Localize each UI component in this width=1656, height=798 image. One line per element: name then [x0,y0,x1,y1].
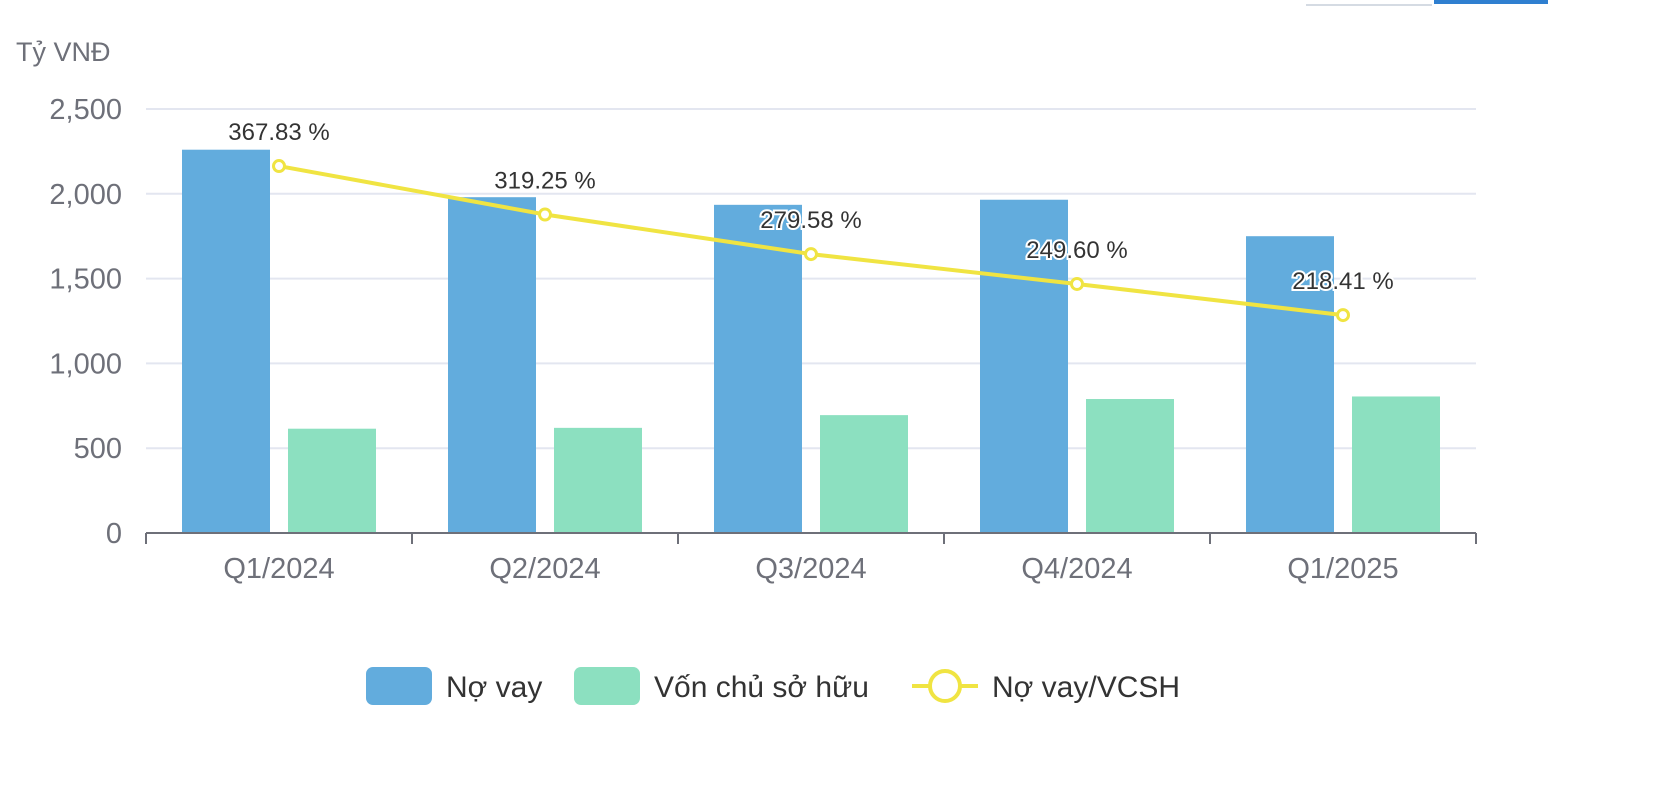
bar-no-vay [1246,236,1334,533]
ratio-data-label: 367.83 % [228,119,329,146]
y-axis-unit-label: Tỷ VNĐ [16,37,111,67]
legend-swatch-von-chu-so-huu [574,667,640,705]
bar-von-chu-so-huu [1352,396,1440,533]
y-tick-label: 1,000 [49,348,122,380]
ratio-data-label: 319.25 % [494,168,595,195]
x-tick-label: Q2/2024 [489,553,600,585]
ratio-data-label: 249.60 % [1026,237,1127,264]
ratio-data-label: 279.58 % [760,207,861,234]
ratio-point [272,159,286,174]
data-labels: 367.83 % 319.25 % 279.58 % 249.60 % 218.41 % [226,117,1395,297]
x-tick-label: Q1/2024 [223,553,334,585]
ratio-point [538,207,552,222]
bar-no-vay [448,197,536,533]
ratio-line [278,164,1344,318]
x-tick-label: Q4/2024 [1021,553,1132,585]
bar-series [182,149,1440,534]
legend-label-ratio: Nợ vay/VCSH [992,671,1180,704]
legend-label-von-chu-so-huu: Vốn chủ sở hữu [654,671,869,704]
y-tick-label: 2,500 [49,94,122,126]
x-tick-label: Q1/2025 [1287,553,1398,585]
ratio-data-label: 218.41 % [1292,268,1393,295]
y-tick-label: 0 [106,518,122,550]
bar-von-chu-so-huu [820,415,908,533]
ratio-point [1336,308,1350,323]
y-axis: Tỷ VNĐ 0 500 1,000 1,500 2,000 2,500 [16,37,122,550]
y-tick-label: 1,500 [49,264,122,296]
legend-line-marker [928,669,962,703]
bar-von-chu-so-huu [554,427,642,533]
bar-von-chu-so-huu [1086,399,1174,533]
y-tick-label: 500 [74,433,122,465]
x-axis: Q1/2024 Q2/2024 Q3/2024 Q4/2024 Q1/2025 [145,532,1477,585]
toolbar-toggle-right[interactable] [1434,0,1548,4]
ratio-point [1070,276,1084,291]
x-tick-label: Q3/2024 [755,553,866,585]
legend: Nợ vay Vốn chủ sở hữu Nợ vay/VCSH [366,667,1180,705]
toolbar-toggle-left[interactable] [1306,0,1432,6]
line-series [272,159,1350,323]
y-tick-label: 2,000 [49,179,122,211]
ratio-point [804,247,818,262]
bar-no-vay [182,149,270,534]
legend-swatch-no-vay [366,667,432,705]
legend-label-no-vay: Nợ vay [446,671,542,704]
bar-no-vay [980,199,1068,533]
bar-von-chu-so-huu [288,428,376,533]
bar-no-vay [714,204,802,533]
